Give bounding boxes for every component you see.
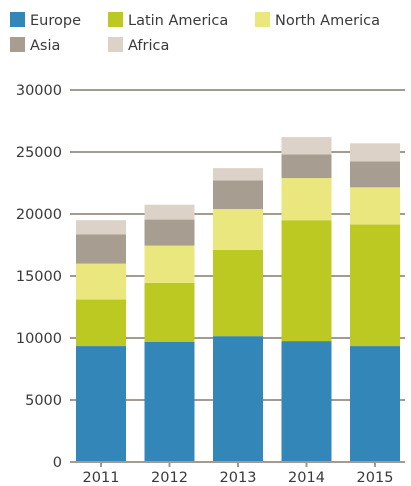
bar-2011-latin-america bbox=[76, 299, 126, 347]
y-tick-label-30000: 30000 bbox=[16, 83, 62, 99]
bars bbox=[76, 137, 400, 462]
y-tick-label-0: 0 bbox=[53, 455, 62, 471]
x-axis: 2011 2012 2013 2014 2015 bbox=[70, 461, 405, 486]
y-tick-label-15000: 15000 bbox=[16, 269, 62, 285]
legend-swatch-asia bbox=[10, 37, 25, 52]
bar-2012-north-america bbox=[144, 245, 195, 283]
bar-2015-asia bbox=[350, 161, 400, 188]
legend-swatch-africa bbox=[108, 37, 123, 52]
bar-2014-africa bbox=[281, 137, 332, 155]
legend: Europe Latin America North America Asia Afri… bbox=[10, 12, 380, 54]
y-tick-label-5000: 5000 bbox=[25, 393, 62, 409]
bar-2015-latin-america bbox=[350, 224, 400, 347]
bar-2011-africa bbox=[76, 220, 126, 235]
x-tick-label-2011: 2011 bbox=[83, 470, 120, 486]
y-axis: 0 5000 10000 15000 20000 25000 30000 bbox=[16, 83, 62, 471]
bar-2011-europe bbox=[76, 346, 126, 462]
legend-label-europe: Europe bbox=[30, 13, 81, 29]
bar-2012-africa bbox=[144, 204, 195, 220]
bar-2012-latin-america bbox=[144, 282, 195, 342]
bar-2013-asia bbox=[213, 180, 263, 210]
bar-2012-asia bbox=[144, 219, 195, 246]
legend-swatch-north-america bbox=[255, 12, 270, 27]
y-tick-label-25000: 25000 bbox=[16, 145, 62, 161]
bar-2011-north-america bbox=[76, 263, 126, 300]
y-tick-label-20000: 20000 bbox=[16, 207, 62, 223]
legend-swatch-europe bbox=[10, 12, 25, 27]
legend-label-asia: Asia bbox=[30, 38, 60, 54]
bar-2014-europe bbox=[281, 341, 332, 462]
bar-2011-asia bbox=[76, 234, 126, 264]
legend-swatch-latin-america bbox=[108, 12, 123, 27]
y-tick-label-10000: 10000 bbox=[16, 331, 62, 347]
bar-2015-north-america bbox=[350, 187, 400, 225]
legend-label-africa: Africa bbox=[128, 38, 169, 54]
bar-2013-north-america bbox=[213, 209, 263, 250]
bar-2012-europe bbox=[144, 341, 195, 462]
bar-2013-europe bbox=[213, 336, 263, 462]
x-tick-label-2014: 2014 bbox=[288, 470, 325, 486]
bar-2015-africa bbox=[350, 143, 400, 162]
bar-2014-north-america bbox=[281, 178, 332, 221]
legend-label-latin-america: Latin America bbox=[128, 13, 228, 29]
legend-label-north-america: North America bbox=[275, 13, 380, 29]
bar-2014-latin-america bbox=[281, 220, 332, 342]
x-tick-label-2012: 2012 bbox=[151, 470, 188, 486]
bar-2015-europe bbox=[350, 346, 400, 462]
bar-2014-asia bbox=[281, 154, 332, 179]
bar-2013-latin-america bbox=[213, 249, 263, 337]
bar-2013-africa bbox=[213, 168, 263, 181]
x-tick-label-2015: 2015 bbox=[357, 470, 394, 486]
x-tick-label-2013: 2013 bbox=[220, 470, 257, 486]
